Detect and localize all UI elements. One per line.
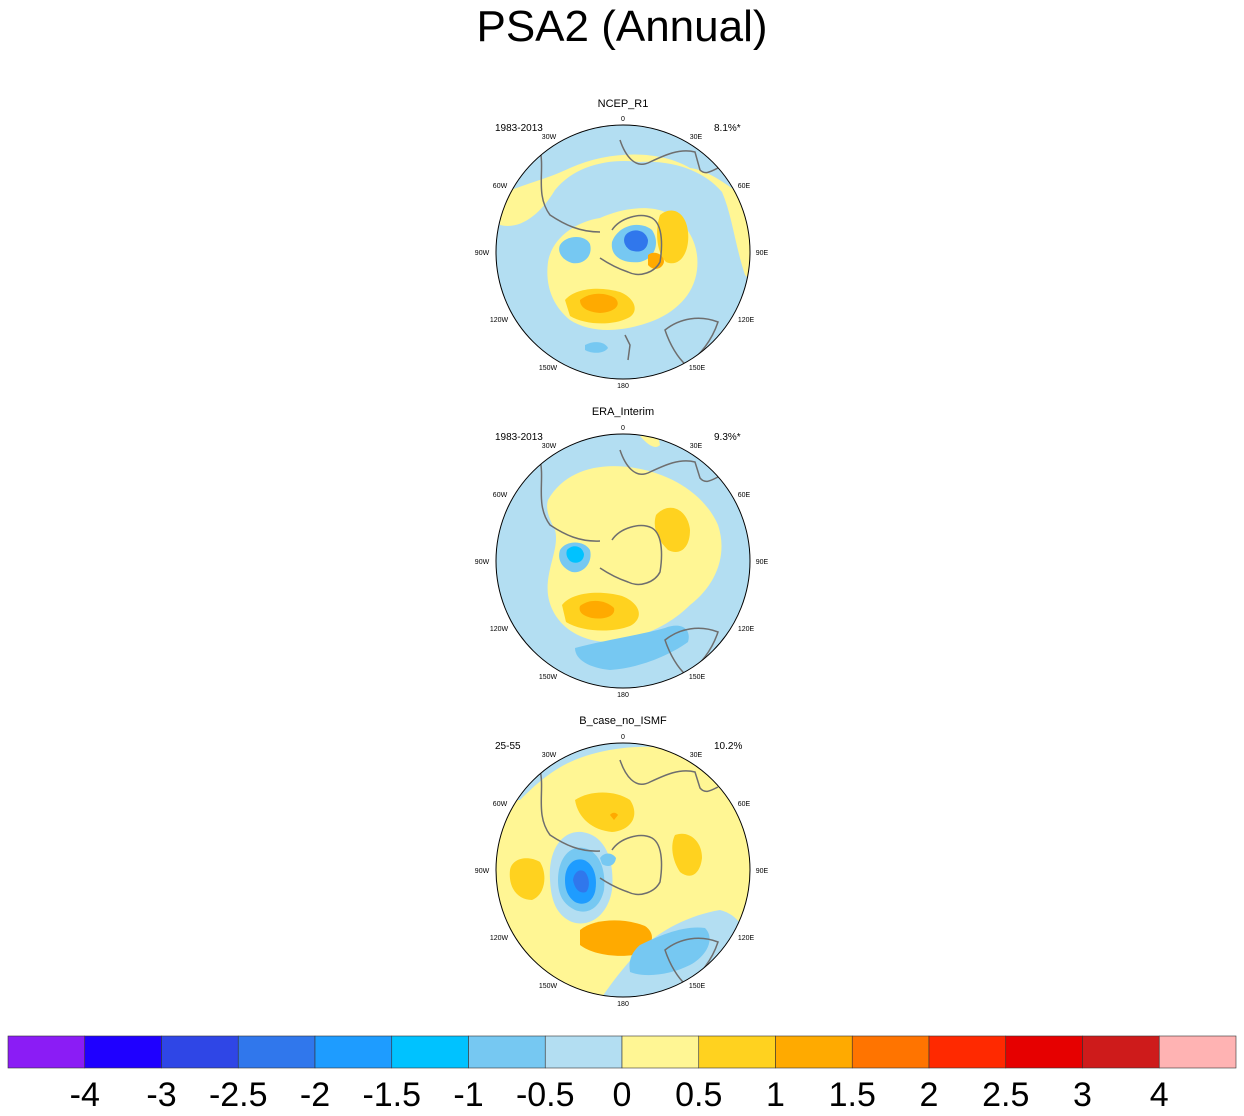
svg-text:180: 180 <box>617 383 629 390</box>
svg-text:120W: 120W <box>490 626 509 633</box>
colorbar-swatch <box>1005 1035 1083 1069</box>
panel-period: 1983-2013 <box>495 432 543 443</box>
colorbar-tick-label: -1.5 <box>362 1076 421 1114</box>
colorbar-swatch <box>544 1035 623 1069</box>
svg-text:120E: 120E <box>738 935 755 942</box>
panel-variance: 8.1%* <box>714 123 741 134</box>
panel-period: 1983-2013 <box>495 123 543 134</box>
svg-text:30W: 30W <box>542 443 557 450</box>
colorbar-swatch <box>161 1035 239 1069</box>
colorbar-tick-label: -4 <box>70 1076 100 1114</box>
svg-text:60W: 60W <box>493 183 508 190</box>
colorbar-tick-label: 2 <box>920 1076 939 1114</box>
svg-text:60E: 60E <box>738 492 751 499</box>
svg-text:180: 180 <box>617 692 629 699</box>
svg-text:90E: 90E <box>756 559 769 566</box>
svg-text:30E: 30E <box>690 443 703 450</box>
colorbar-swatch <box>468 1035 546 1069</box>
svg-text:150E: 150E <box>689 674 706 681</box>
colorbar-swatch <box>84 1035 162 1069</box>
colorbar-tick-label: -2 <box>300 1076 330 1114</box>
svg-text:90W: 90W <box>475 250 490 257</box>
colorbar-tick-label: 4 <box>1150 1076 1169 1114</box>
panel-ncep: NCEP_R1 1983-2013 8.1%* 0 30E 60E 90 <box>475 98 769 390</box>
colorbar-swatch <box>1082 1035 1160 1069</box>
colorbar-tick-label: -3 <box>146 1076 176 1114</box>
svg-text:0: 0 <box>621 425 625 432</box>
svg-text:0: 0 <box>621 116 625 123</box>
svg-text:90E: 90E <box>756 868 769 875</box>
svg-text:60W: 60W <box>493 492 508 499</box>
colorbar-swatch <box>7 1035 86 1069</box>
panel-variance: 9.3%* <box>714 432 741 443</box>
colorbar-swatch <box>1158 1035 1237 1069</box>
longitude-labels: 0 30E 60E 90E 120E 150E 180 150W 120W 90… <box>475 116 769 390</box>
figure-title: PSA2 (Annual) <box>476 2 768 51</box>
colorbar-tick-label: -0.5 <box>516 1076 575 1114</box>
svg-text:150E: 150E <box>689 365 706 372</box>
longitude-labels: 0 30E 60E 90E 120E 150E 180 150W 120W 90… <box>475 734 769 1008</box>
colorbar: -4 -3 -2.5 -2 -1.5 -1 -0.5 0 0.5 1 1.5 2 2.5 3 4 <box>7 1035 1237 1114</box>
svg-text:90W: 90W <box>475 559 490 566</box>
panel-period: 25-55 <box>495 741 521 752</box>
colorbar-tick-label: 0 <box>613 1076 632 1114</box>
colorbar-swatch <box>314 1035 393 1069</box>
svg-text:120E: 120E <box>738 317 755 324</box>
panel-variance: 10.2% <box>714 741 742 752</box>
svg-text:120W: 120W <box>490 935 509 942</box>
svg-text:30W: 30W <box>542 752 557 759</box>
colorbar-swatch <box>851 1035 930 1069</box>
colorbar-swatch <box>237 1035 316 1069</box>
svg-text:150E: 150E <box>689 983 706 990</box>
svg-text:30W: 30W <box>542 134 557 141</box>
colorbar-tick-label: -2.5 <box>209 1076 268 1114</box>
panel-era: ERA_Interim 1983-2013 9.3%* 0 30E 60E 90… <box>475 406 769 699</box>
panel-title: B_case_no_ISMF <box>579 715 667 727</box>
colorbar-swatch <box>698 1035 776 1069</box>
svg-text:60E: 60E <box>738 801 751 808</box>
svg-text:120W: 120W <box>490 317 509 324</box>
map-field <box>496 434 750 688</box>
colorbar-tick-label: 2.5 <box>982 1076 1029 1114</box>
svg-text:150W: 150W <box>539 983 558 990</box>
svg-text:120E: 120E <box>738 626 755 633</box>
svg-text:0: 0 <box>621 734 625 741</box>
map-field <box>496 125 750 379</box>
map-panels: NCEP_R1 1983-2013 8.1%* 0 30E 60E 90 <box>475 98 769 1008</box>
svg-text:90W: 90W <box>475 868 490 875</box>
svg-text:150W: 150W <box>539 365 558 372</box>
colorbar-tick-label: 0.5 <box>675 1076 722 1114</box>
svg-text:90E: 90E <box>756 250 769 257</box>
colorbar-swatch <box>391 1035 469 1069</box>
svg-text:30E: 30E <box>690 134 703 141</box>
map-field <box>496 743 750 997</box>
svg-text:60E: 60E <box>738 183 751 190</box>
colorbar-tick-label: 1 <box>766 1076 785 1114</box>
svg-text:60W: 60W <box>493 801 508 808</box>
panel-title: NCEP_R1 <box>598 98 649 110</box>
longitude-labels: 0 30E 60E 90E 120E 150E 180 150W 120W 90… <box>475 425 769 699</box>
svg-text:180: 180 <box>617 1001 629 1008</box>
colorbar-tick-label: 1.5 <box>829 1076 876 1114</box>
colorbar-swatch <box>621 1035 700 1069</box>
panel-title: ERA_Interim <box>592 406 654 418</box>
panel-bcase: B_case_no_ISMF 25-55 10.2% 0 30E <box>475 715 769 1008</box>
colorbar-swatch <box>775 1035 853 1069</box>
colorbar-swatch <box>928 1035 1007 1069</box>
colorbar-tick-label: 3 <box>1073 1076 1092 1114</box>
svg-text:150W: 150W <box>539 674 558 681</box>
colorbar-tick-label: -1 <box>453 1076 483 1114</box>
svg-text:30E: 30E <box>690 752 703 759</box>
